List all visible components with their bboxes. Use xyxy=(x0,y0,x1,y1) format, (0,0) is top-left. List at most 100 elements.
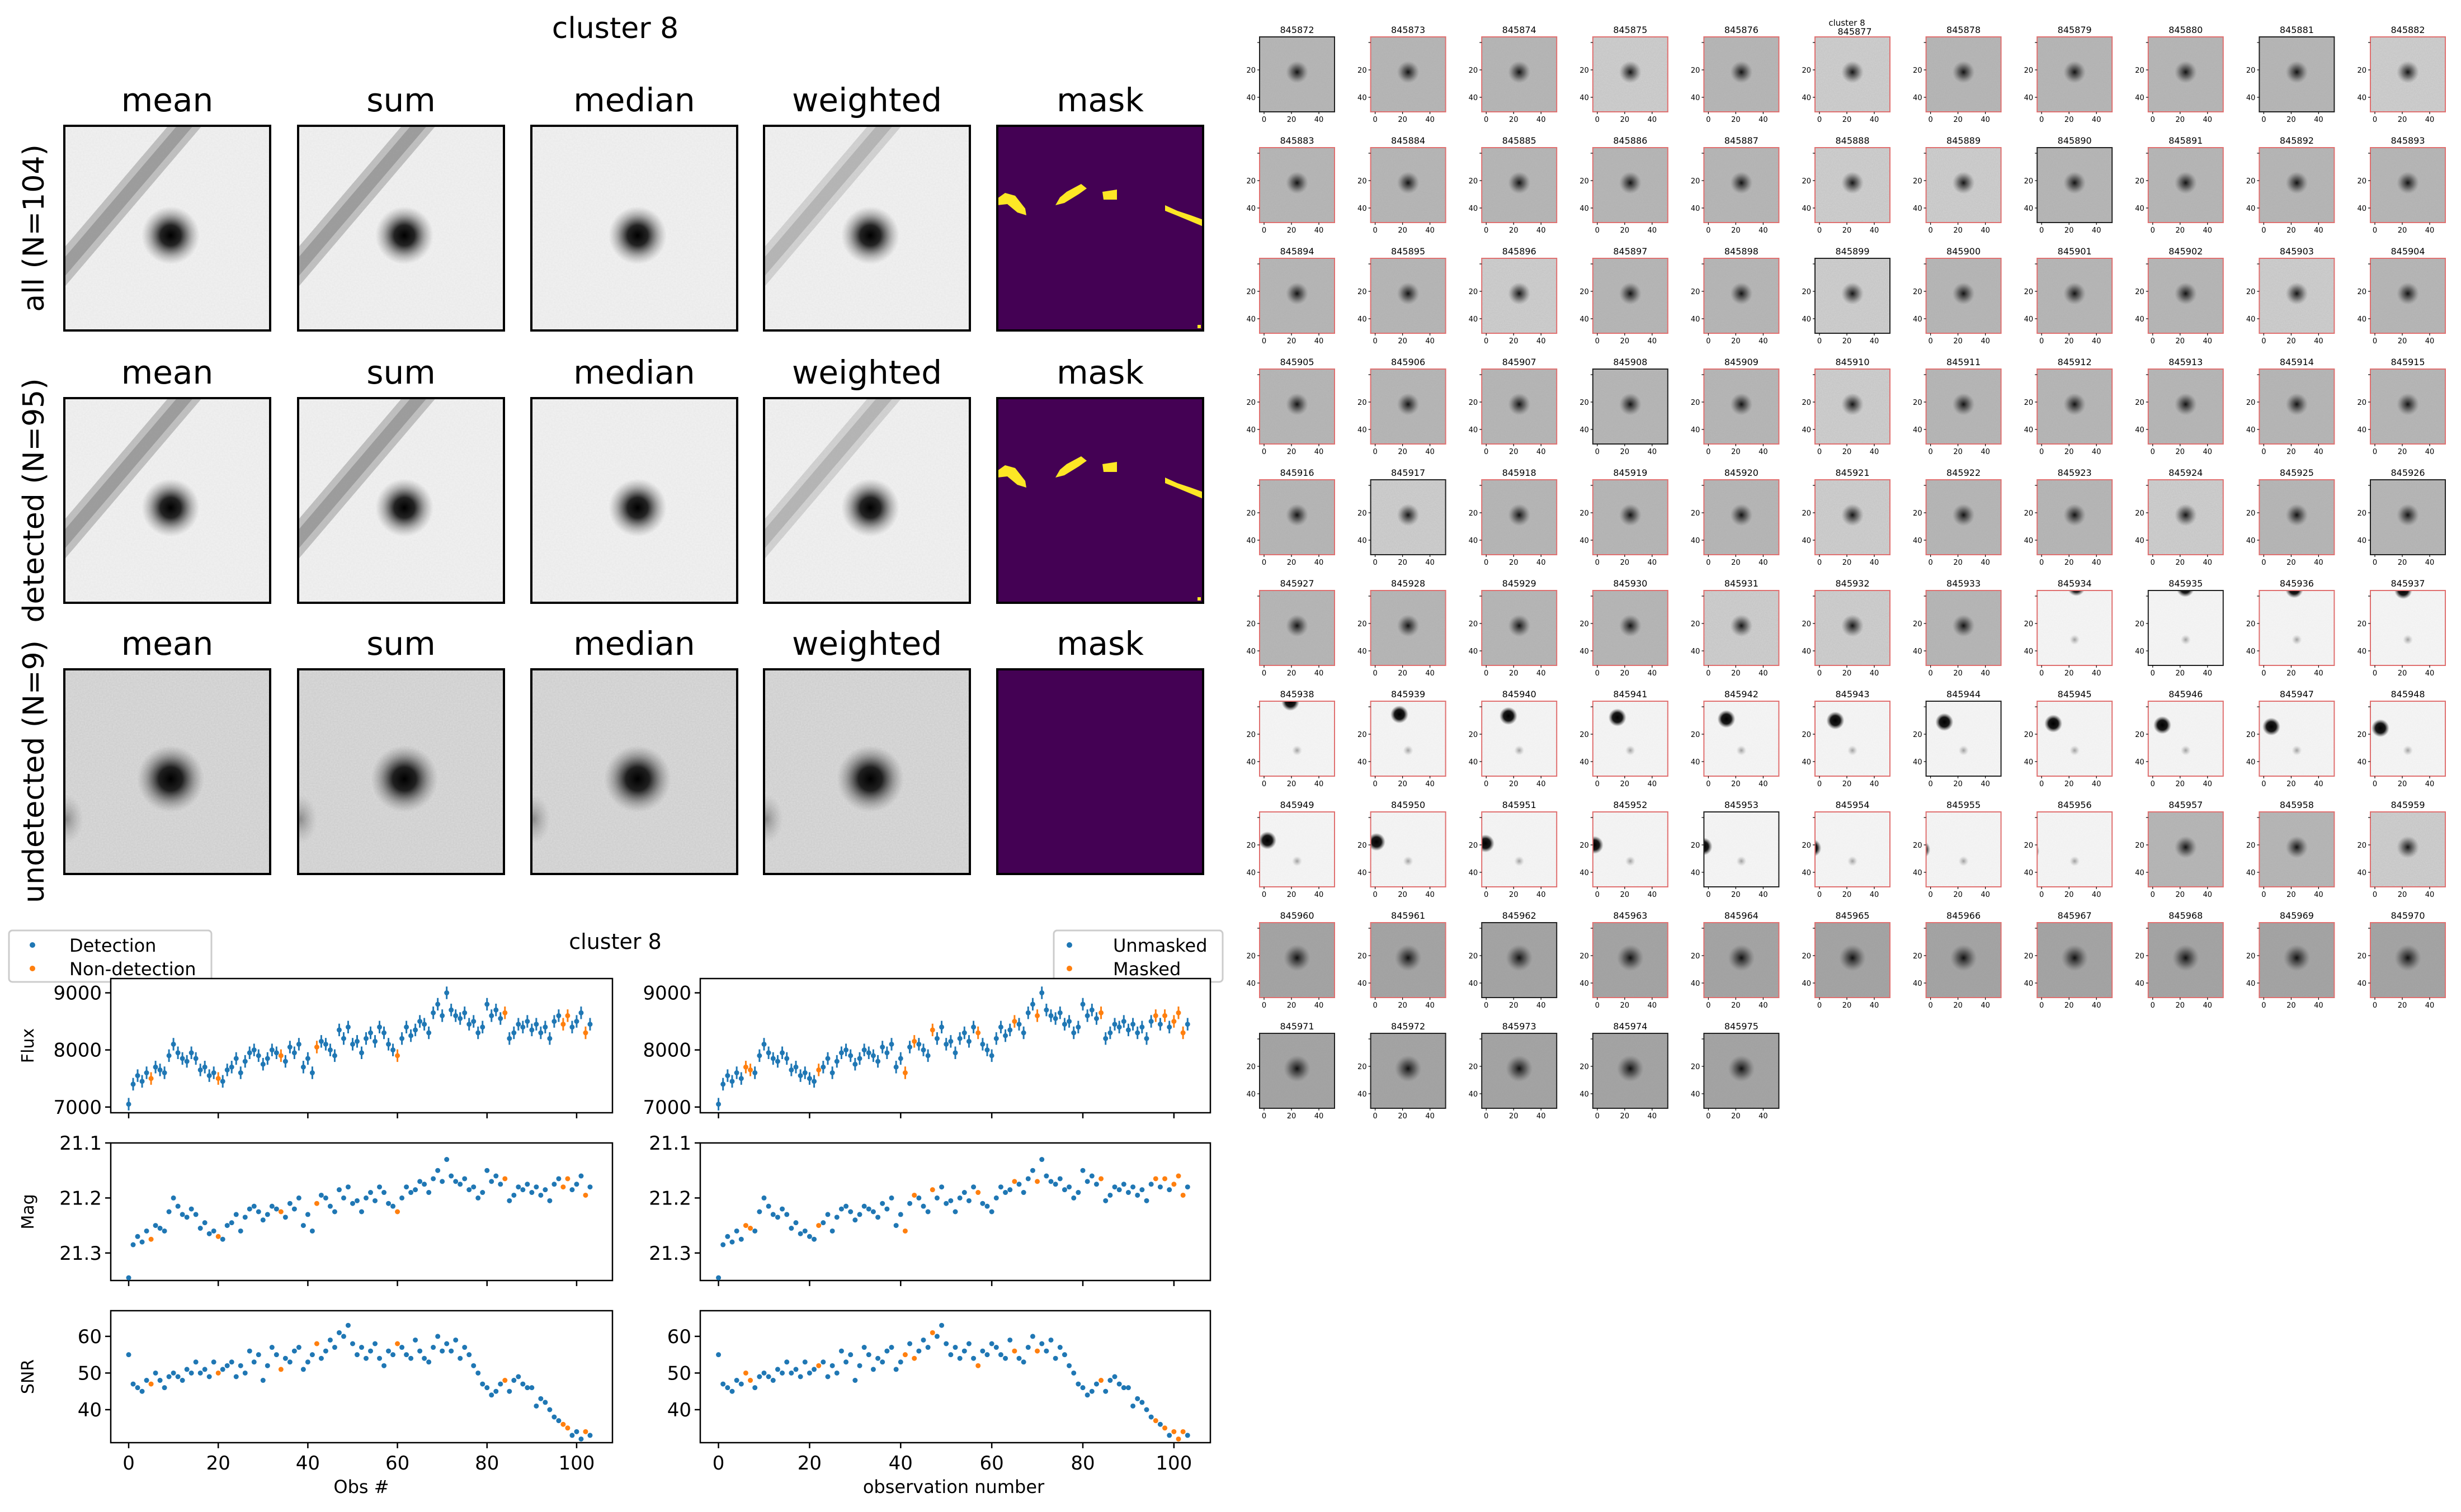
detection-point xyxy=(229,1064,234,1070)
cutout-tick-label: 40 xyxy=(2314,448,2323,456)
unmasked-point xyxy=(971,1355,977,1361)
cutout-tick-label: 40 xyxy=(2246,869,2256,877)
cutout-star xyxy=(2069,856,2080,866)
detection-point xyxy=(220,1367,225,1372)
unmasked-point xyxy=(1053,1015,1058,1021)
cutout-frame xyxy=(1370,590,1446,666)
detection-point xyxy=(449,1007,454,1013)
bright-neighbor xyxy=(2371,719,2389,738)
cutout-frame xyxy=(1259,479,1335,555)
unmasked-point xyxy=(1107,1378,1113,1383)
nondetection-point xyxy=(583,1192,588,1198)
cutout-star xyxy=(2403,745,2413,755)
cutout-tick-label: 0 xyxy=(1706,1001,1710,1010)
cutout-tick-label: 20 xyxy=(1287,448,1296,456)
legend-masked-marker xyxy=(1067,966,1072,971)
cutout-tick-label: 40 xyxy=(1802,315,1811,324)
cutout-tick-label: 20 xyxy=(1398,448,1407,456)
cutout-tick-label: 40 xyxy=(1580,315,1589,324)
cutout-tick-label: 20 xyxy=(1246,620,1256,629)
detection-point xyxy=(318,1192,324,1198)
cutout-star xyxy=(2180,635,2191,645)
unmasked-point xyxy=(971,1184,977,1190)
detection-point xyxy=(404,1184,409,1190)
detection-point xyxy=(435,1168,441,1173)
cutout-id: 845872 xyxy=(1280,25,1314,35)
detection-point xyxy=(462,1176,468,1182)
cutout-tick-label: 40 xyxy=(2024,205,2034,213)
unmasked-point xyxy=(1093,1381,1099,1387)
cutout-tick-label: 20 xyxy=(1398,559,1407,567)
unmasked-point xyxy=(953,1050,958,1056)
cutout-frame xyxy=(1925,36,2002,112)
cutout-tick-label: 40 xyxy=(2357,980,2366,988)
cutout-noise xyxy=(1370,812,1446,887)
cutout-tick-label: 40 xyxy=(2425,780,2435,788)
masked-point xyxy=(975,1363,981,1368)
cutout-tick-label: 20 xyxy=(2176,337,2185,346)
stack-column-label: weighted xyxy=(792,353,942,391)
detection-point xyxy=(153,1223,158,1228)
detection-point xyxy=(547,1036,553,1041)
unmasked-point xyxy=(1139,1400,1145,1405)
cutout-tick-label: 40 xyxy=(1357,315,1367,324)
detection-point xyxy=(574,1429,579,1434)
cutout-tick-label: 40 xyxy=(1913,426,1922,434)
cutout-tick-label: 40 xyxy=(1469,1090,1478,1099)
cutout-id: 845972 xyxy=(1391,1021,1425,1032)
unmasked-point xyxy=(1130,1184,1136,1190)
x-tick-label: 20 xyxy=(798,1452,822,1475)
cutout-tick-label: 20 xyxy=(1620,1112,1630,1121)
satellite-streak xyxy=(298,398,436,560)
cutout-id: 845941 xyxy=(1613,689,1647,700)
cutout-star xyxy=(1952,504,1975,526)
cutout-frame xyxy=(1925,922,2002,998)
detection-point xyxy=(551,1019,557,1024)
unmasked-point xyxy=(861,1203,867,1209)
cutout-id: 845970 xyxy=(2391,910,2425,921)
masked-point xyxy=(1162,1013,1168,1018)
cutout-frame xyxy=(1592,811,1668,887)
stack-column-label: median xyxy=(573,81,695,119)
detection-point xyxy=(556,1013,562,1018)
cutout-tick-label: 0 xyxy=(1595,1001,1600,1010)
masked-point xyxy=(1153,1013,1158,1018)
cutout-id: 845929 xyxy=(1502,578,1536,589)
cutout-tick-label: 40 xyxy=(1314,1001,1324,1010)
cutout-tick-label: 40 xyxy=(1246,648,1256,656)
cutout-tick-label: 20 xyxy=(1398,1112,1407,1121)
cutout-tick-label: 40 xyxy=(1758,780,1768,788)
cutout-tick-label: 40 xyxy=(2135,205,2144,213)
cutout-tick-label: 40 xyxy=(1981,559,1990,567)
target-star xyxy=(609,479,667,537)
nondetection-point xyxy=(278,1053,284,1059)
detection-point xyxy=(126,1275,131,1281)
detection-point xyxy=(574,1182,579,1187)
y-tick-label: 21.2 xyxy=(59,1187,102,1209)
cutout-id: 845918 xyxy=(1502,467,1536,478)
stack-column-label: sum xyxy=(366,625,435,663)
cutout-tick-label: 0 xyxy=(1595,1112,1600,1121)
unmasked-point xyxy=(1076,1381,1081,1387)
cutout-tick-label: 20 xyxy=(2286,1001,2296,1010)
y-tick-label: 9000 xyxy=(53,982,102,1005)
unmasked-point xyxy=(893,1367,899,1372)
cutout-tick-label: 20 xyxy=(1509,448,1519,456)
cutout-tick-label: 40 xyxy=(2135,426,2144,434)
detection-point xyxy=(440,1179,445,1184)
cutout-frame xyxy=(2147,147,2224,223)
unmasked-point xyxy=(1121,1385,1126,1391)
axes-frame xyxy=(110,977,614,1114)
mask-pixel xyxy=(1198,597,1201,601)
cutout-tick-label: 0 xyxy=(1262,116,1266,124)
unmasked-point xyxy=(961,1030,967,1036)
